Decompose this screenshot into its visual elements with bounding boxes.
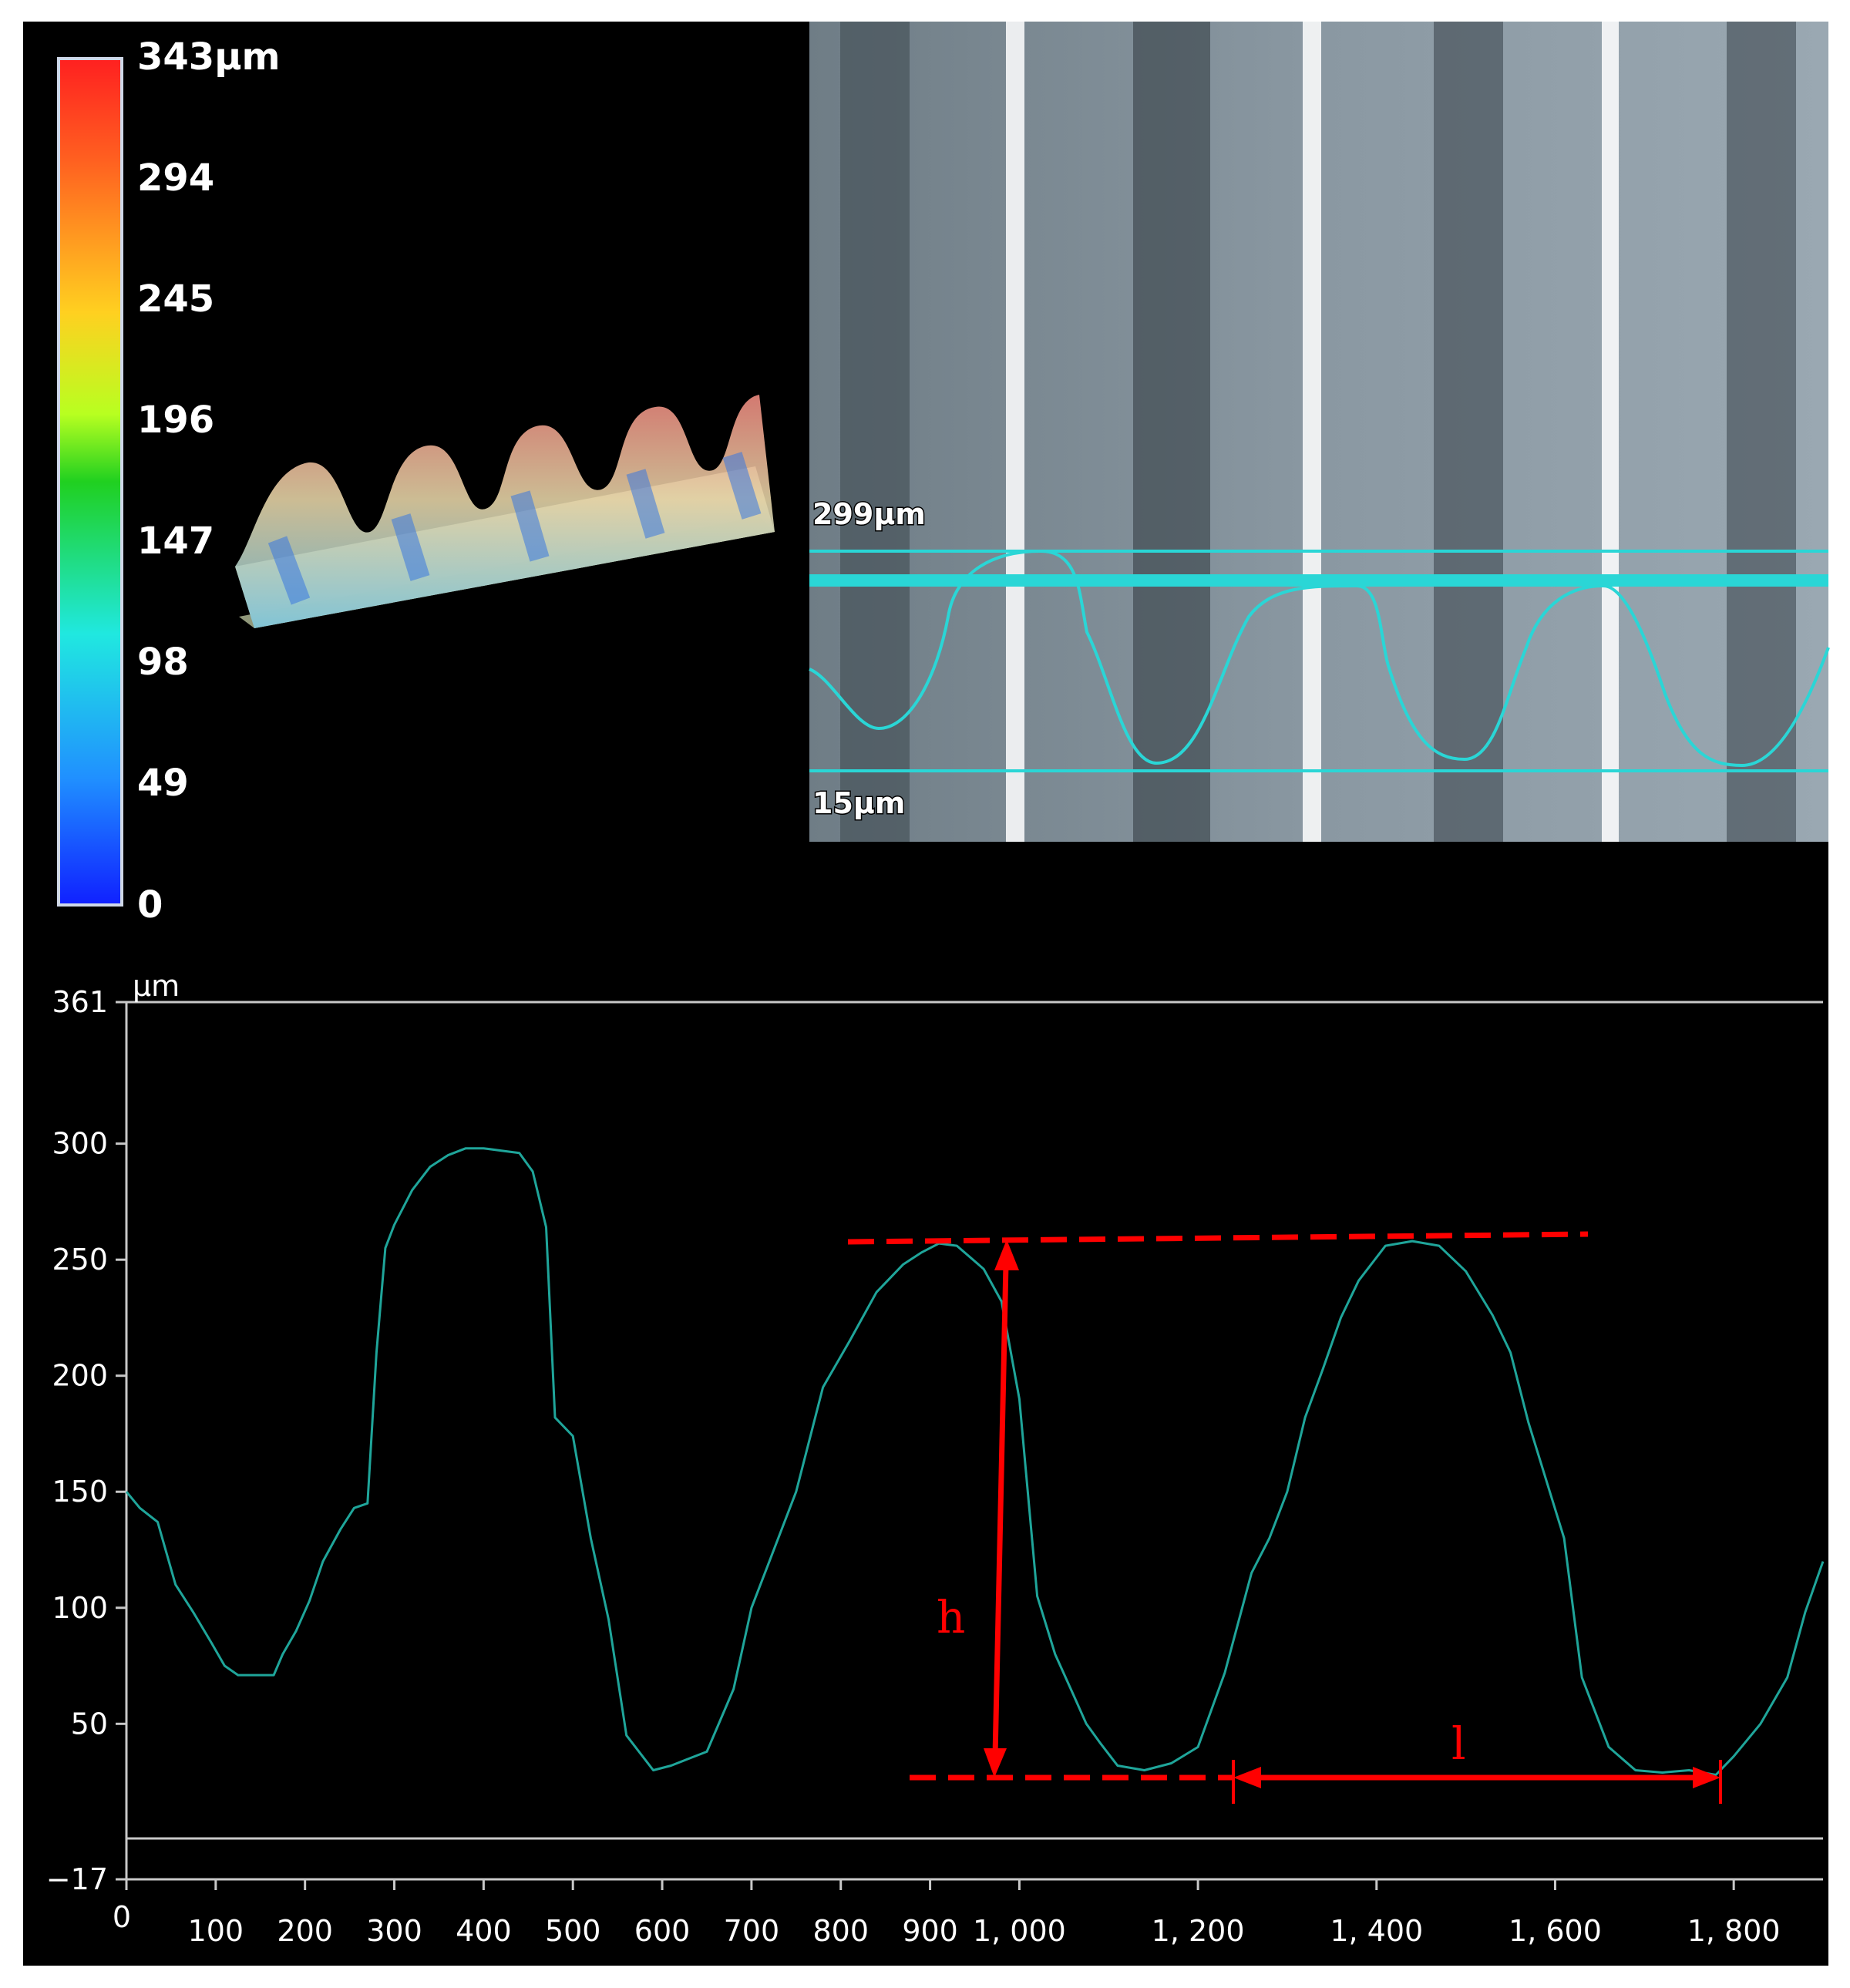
x-tick-label: 1, 000 xyxy=(973,1914,1066,1948)
x-tick-label: 1, 400 xyxy=(1330,1914,1423,1948)
y-axis-ticks: 361 300 250 200 150 100 50 −17 xyxy=(46,985,126,1896)
y-tick-label: 50 xyxy=(71,1707,108,1741)
y-axis-unit-label: μm xyxy=(133,969,180,1003)
dark-groove-4 xyxy=(1727,22,1796,842)
colorbar-tick-98: 98 xyxy=(137,641,189,684)
bright-ridge-2 xyxy=(1303,22,1321,842)
x-tick-label: 300 xyxy=(366,1914,422,1948)
y-tick-label: 250 xyxy=(52,1243,108,1277)
colorbar-tick-196: 196 xyxy=(137,399,214,442)
colorbar-tick-294: 294 xyxy=(137,156,214,200)
measurement-annotations: h l xyxy=(847,1231,1722,1804)
x-tick-label: 700 xyxy=(724,1914,780,1948)
surface-ridges xyxy=(235,395,775,628)
photo-top-label: 299μm xyxy=(812,497,926,531)
x-tick-label: 1, 200 xyxy=(1152,1914,1245,1948)
3d-surface-render xyxy=(235,395,775,628)
x-tick-label: 800 xyxy=(812,1914,869,1948)
spacing-arrowhead-right xyxy=(1693,1767,1720,1788)
profile-series-line xyxy=(125,1147,1825,1776)
colorbar-tick-147: 147 xyxy=(137,520,214,563)
photo-bottom-label: 15μm xyxy=(812,786,905,820)
y-tick-label: −17 xyxy=(46,1862,108,1896)
bright-ridge-3 xyxy=(1602,22,1619,842)
height-arrowhead-bottom xyxy=(984,1748,1007,1778)
peak-reference-dashed-line xyxy=(847,1231,1589,1245)
y-tick-label: 300 xyxy=(52,1127,108,1161)
x-tick-label: 600 xyxy=(634,1914,691,1948)
spacing-label: l xyxy=(1451,1717,1466,1770)
bright-ridge-1 xyxy=(1006,22,1024,842)
x-tick-label: 100 xyxy=(188,1914,244,1948)
spacing-arrowhead-left xyxy=(1233,1767,1261,1788)
x-tick-label: 900 xyxy=(902,1914,958,1948)
colorbar-gradient xyxy=(57,57,123,907)
colorbar-tick-0: 0 xyxy=(137,883,163,927)
color-scale-bar: 343μm 294 245 196 147 98 49 0 xyxy=(57,35,281,927)
x-tick-label: 1, 800 xyxy=(1687,1914,1781,1948)
dark-groove-1 xyxy=(840,22,910,842)
height-label: h xyxy=(937,1591,965,1643)
height-arrow-shaft xyxy=(992,1263,1009,1757)
photo-profile-trace xyxy=(809,549,1830,768)
series-layer xyxy=(125,1147,1825,1776)
microscope-photo: 299μm 15μm xyxy=(809,22,1830,842)
x-tick-label: 1, 600 xyxy=(1509,1914,1602,1948)
x-tick-label: 500 xyxy=(545,1914,601,1948)
x-tick-label: 0 xyxy=(113,1900,131,1934)
dark-groove-2 xyxy=(1133,22,1210,842)
y-tick-label: 200 xyxy=(52,1359,108,1393)
x-axis-ticks: 0 100 200 300 400 500 600 700 800 900 1, 000 1, 200… xyxy=(113,1879,1781,1948)
dark-groove-3 xyxy=(1434,22,1503,842)
x-tick-label: 200 xyxy=(277,1914,333,1948)
y-tick-label: 150 xyxy=(52,1475,108,1509)
chart-panel-background xyxy=(23,960,1828,1966)
x-tick-label: 400 xyxy=(456,1914,512,1948)
y-tick-label: 100 xyxy=(52,1591,108,1625)
colorbar-tick-245: 245 xyxy=(137,278,214,321)
colorbar-tick-49: 49 xyxy=(137,762,189,805)
profile-chart: μm 361 300 250 200 150 100 50 −17 0 100 200 300 400… xyxy=(46,969,1825,1948)
height-arrowhead-top xyxy=(994,1240,1019,1270)
surface-valleys xyxy=(267,452,762,605)
colorbar-tick-max: 343μm xyxy=(137,35,281,79)
y-tick-label: 361 xyxy=(52,985,108,1019)
